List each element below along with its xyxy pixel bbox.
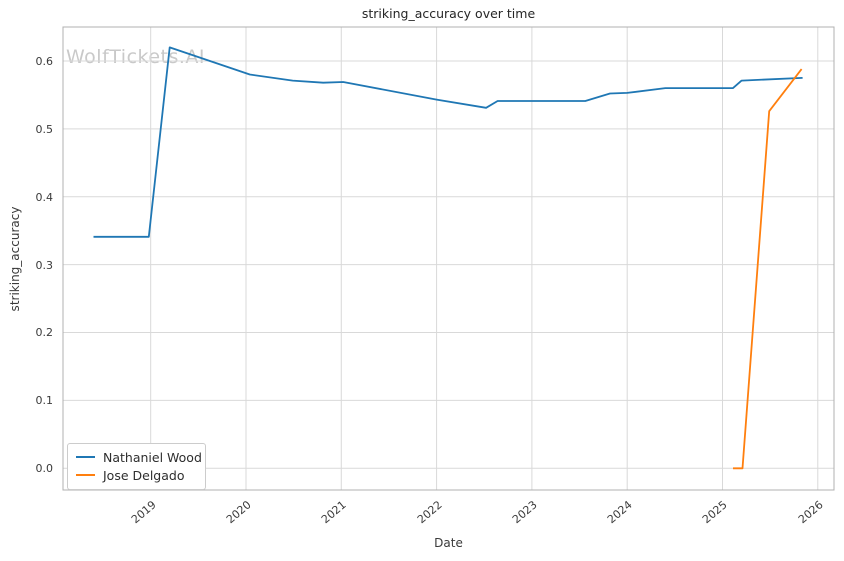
plot-border [62, 26, 835, 491]
legend-line-swatch [76, 456, 95, 458]
legend-line-swatch [76, 474, 95, 476]
y-tick-label: 0.2 [35, 326, 54, 340]
x-axis-label: Date [434, 536, 463, 550]
chart-title: striking_accuracy over time [361, 6, 536, 21]
legend: Nathaniel Wood Jose Delgado [67, 443, 206, 490]
series-line-jose-delgado [733, 68, 803, 470]
y-tick-label: 0.4 [35, 190, 54, 204]
y-tick-label: 0.3 [35, 258, 54, 272]
legend-label: Nathaniel Wood [103, 449, 202, 465]
legend-item: Jose Delgado [76, 466, 197, 484]
y-tick-label: 0.0 [35, 462, 54, 476]
legend-item: Nathaniel Wood [76, 448, 202, 466]
y-tick-label: 0.1 [35, 394, 54, 408]
legend-label: Jose Delgado [103, 467, 185, 483]
y-tick-label: 0.6 [35, 54, 54, 68]
y-tick-label: 0.5 [35, 122, 54, 136]
series-line-nathaniel-wood [93, 46, 803, 238]
